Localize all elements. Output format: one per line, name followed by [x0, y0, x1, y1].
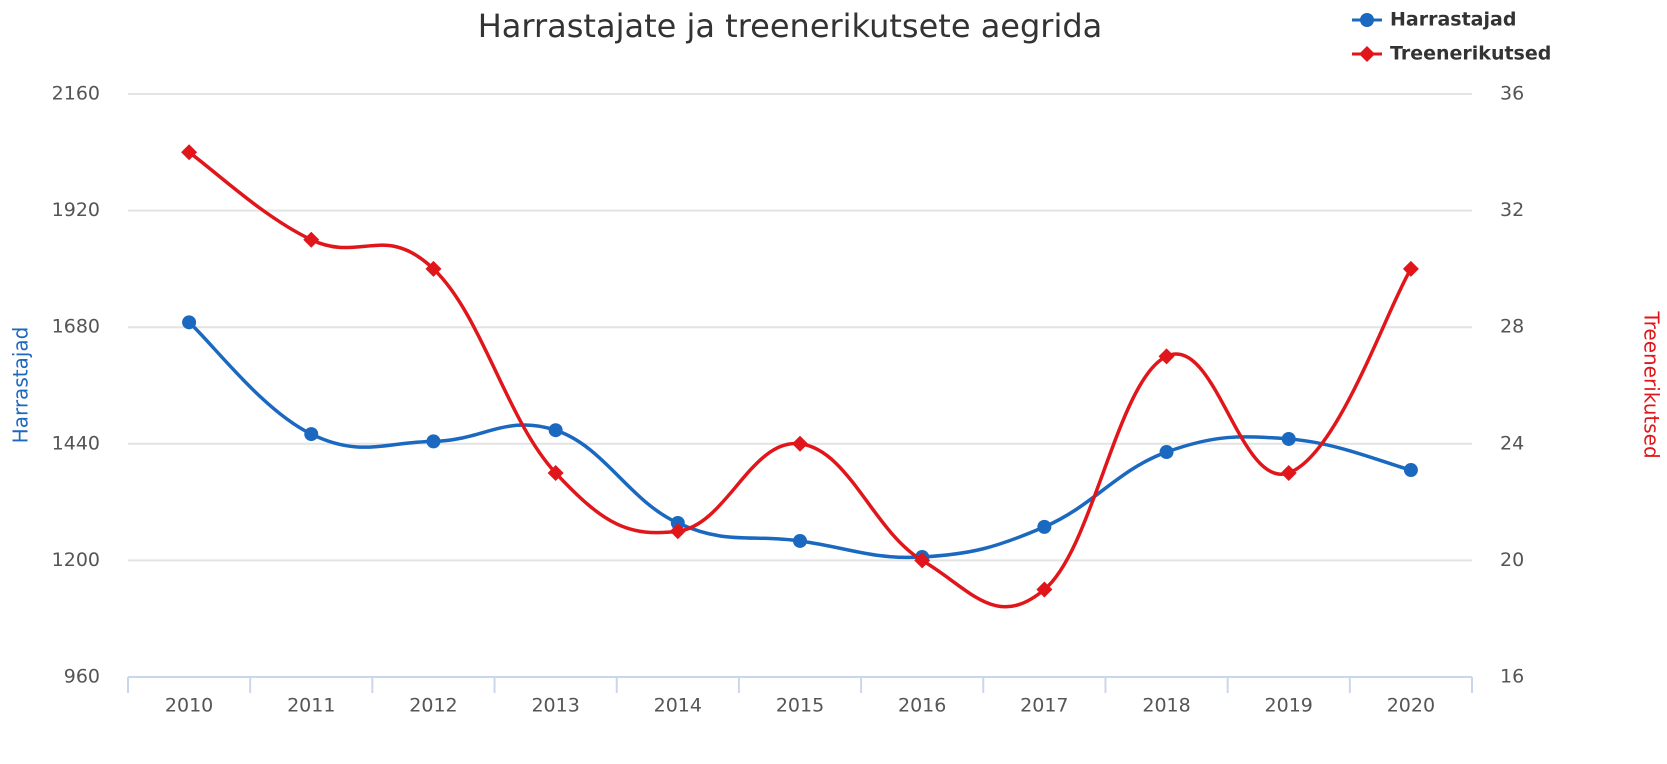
series-line [188, 150, 1413, 609]
x-tick-label: 2020 [1387, 695, 1435, 717]
legend-label: Treenerikutsed [1390, 43, 1551, 65]
x-tick-label: 2010 [165, 695, 213, 717]
legend-label: Harrastajad [1390, 9, 1516, 31]
y2-tick-label: 28 [1500, 316, 1524, 338]
point [181, 144, 198, 161]
point [548, 423, 563, 438]
point [304, 427, 319, 442]
point [1159, 445, 1174, 460]
x-tick-label: 2014 [654, 695, 702, 717]
legend-marker [1360, 13, 1374, 27]
point [425, 260, 442, 277]
point [669, 523, 686, 540]
y-tick-label: 2160 [52, 83, 100, 105]
point [1036, 581, 1053, 598]
x-tick-label: 2012 [409, 695, 457, 717]
y2-tick-label: 36 [1500, 83, 1524, 105]
x-tick-label: 2013 [531, 695, 579, 717]
x-tick-label: 2018 [1142, 695, 1190, 717]
y2-tick-label: 24 [1500, 432, 1524, 454]
point [426, 434, 441, 449]
chart-title: Harrastajate ja treenerikutsete aegrida [478, 7, 1103, 45]
y2-tick-label: 20 [1500, 549, 1524, 571]
point [914, 552, 931, 569]
x-tick-label: 2017 [1020, 695, 1068, 717]
point [670, 515, 685, 530]
y-tick-label: 1200 [52, 549, 100, 571]
y2-axis-title: Treenerikutsed [1640, 310, 1664, 458]
x-tick-label: 2011 [287, 695, 335, 717]
legend-marker [1359, 46, 1375, 62]
point [547, 464, 564, 481]
point [1280, 464, 1297, 481]
point [1402, 260, 1419, 277]
y2-tick-label: 16 [1500, 666, 1524, 688]
x-tick-label: 2015 [776, 695, 824, 717]
point [303, 231, 320, 248]
y-axis-title: Harrastajad [9, 327, 33, 444]
point [1403, 463, 1418, 478]
y2-tick-label: 32 [1500, 199, 1524, 221]
y-tick-label: 1920 [52, 199, 100, 221]
y-tick-label: 960 [64, 666, 100, 688]
y-tick-label: 1440 [52, 432, 100, 454]
x-tick-label: 2016 [898, 695, 946, 717]
point [793, 533, 807, 548]
point [1158, 348, 1175, 365]
point [1281, 431, 1296, 446]
x-tick-label: 2019 [1265, 695, 1313, 717]
point [1037, 519, 1052, 534]
y-tick-label: 1680 [52, 316, 100, 338]
point [792, 435, 808, 452]
point [182, 315, 197, 330]
